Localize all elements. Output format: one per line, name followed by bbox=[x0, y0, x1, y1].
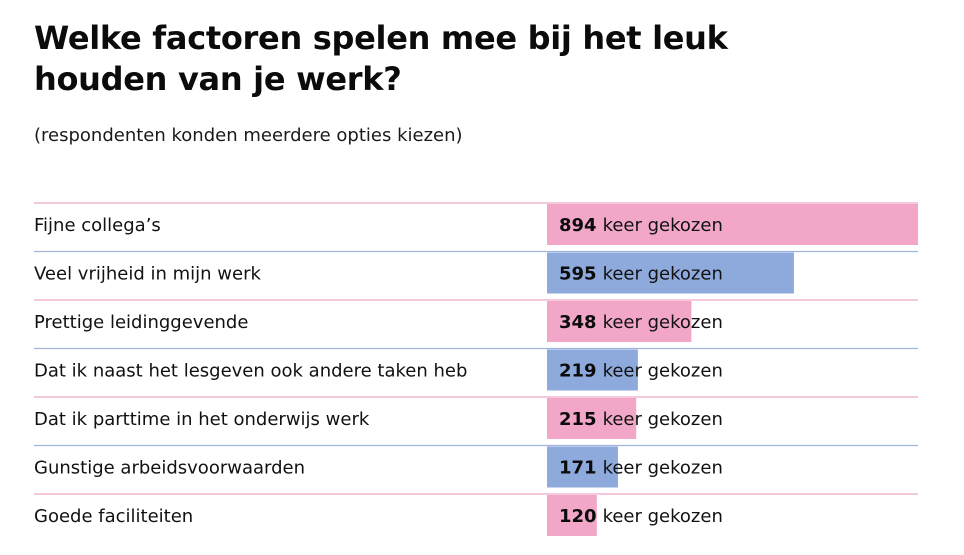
chart-subtitle: (respondenten konden meerdere opties kie… bbox=[34, 125, 463, 146]
bar bbox=[547, 349, 638, 391]
value-suffix: keer gekozen bbox=[603, 361, 723, 382]
value-label: 219 keer gekozen bbox=[559, 361, 723, 382]
value-label: 215 keer gekozen bbox=[559, 409, 723, 430]
value-number: 219 bbox=[559, 361, 597, 382]
value-number: 348 bbox=[559, 312, 597, 333]
value-suffix: keer gekozen bbox=[603, 215, 723, 236]
value-label: 348 keer gekozen bbox=[559, 312, 723, 333]
category-label: Veel vrijheid in mijn werk bbox=[34, 264, 261, 285]
bar bbox=[547, 398, 637, 439]
value-suffix: keer gekozen bbox=[603, 264, 723, 285]
value-label: 171 keer gekozen bbox=[559, 458, 723, 479]
bar bbox=[547, 252, 794, 294]
category-label: Gunstige arbeidsvoorwaarden bbox=[34, 458, 305, 479]
bar bbox=[547, 446, 618, 488]
value-suffix: keer gekozen bbox=[603, 409, 723, 430]
value-suffix: keer gekozen bbox=[603, 312, 723, 333]
category-label: Dat ik naast het lesgeven ook andere tak… bbox=[34, 361, 467, 382]
category-label: Prettige leidinggevende bbox=[34, 312, 248, 333]
value-suffix: keer gekozen bbox=[603, 458, 723, 479]
value-label: 595 keer gekozen bbox=[559, 264, 723, 285]
value-number: 595 bbox=[559, 264, 597, 285]
value-number: 120 bbox=[559, 506, 597, 527]
value-label: 120 keer gekozen bbox=[559, 506, 723, 527]
value-number: 171 bbox=[559, 458, 597, 479]
bar bbox=[547, 204, 918, 245]
category-label: Goede faciliteiten bbox=[34, 506, 193, 527]
bar bbox=[547, 301, 692, 342]
category-label: Dat ik parttime in het onderwijs werk bbox=[34, 409, 370, 430]
chart-title: Welke factoren spelen mee bij het leuk h… bbox=[34, 19, 728, 98]
value-suffix: keer gekozen bbox=[603, 506, 723, 527]
bar bbox=[547, 495, 597, 536]
value-number: 215 bbox=[559, 409, 597, 430]
category-label: Fijne collega’s bbox=[34, 215, 161, 236]
value-label: 894 keer gekozen bbox=[559, 215, 723, 236]
value-number: 894 bbox=[559, 215, 597, 236]
